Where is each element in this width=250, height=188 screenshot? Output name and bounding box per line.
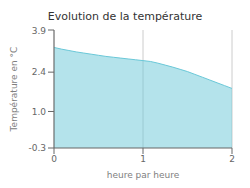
svg-text:1.0: 1.0 (32, 107, 47, 117)
svg-text:2: 2 (229, 154, 235, 164)
svg-text:2.4: 2.4 (32, 67, 47, 77)
svg-text:Température en °C: Température en °C (9, 47, 19, 133)
svg-text:1: 1 (140, 154, 146, 164)
svg-text:3.9: 3.9 (32, 26, 47, 36)
svg-text:-0.3: -0.3 (28, 143, 46, 153)
html-text:Evolution de la température: Evolution de la température (47, 10, 203, 23)
svg-text:heure par heure: heure par heure (107, 170, 180, 180)
svg-text:0: 0 (51, 154, 57, 164)
